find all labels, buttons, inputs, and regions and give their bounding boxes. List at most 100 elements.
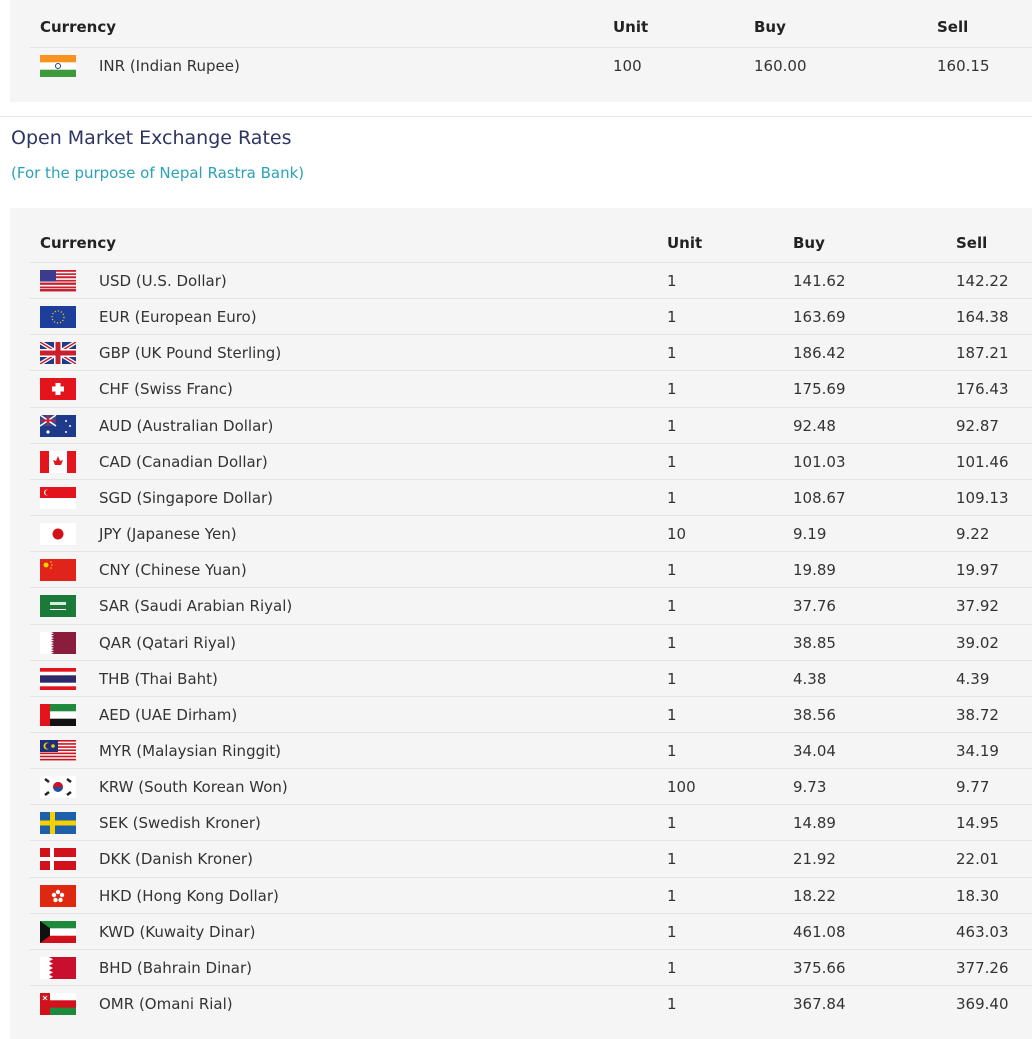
currency-name: EUR (European Euro) xyxy=(99,308,257,327)
table-row: CAD (Canadian Dollar) 1 101.03 101.46 xyxy=(30,442,1032,480)
buy-value: 141.62 xyxy=(793,272,846,290)
buy-value: 367.84 xyxy=(793,995,846,1013)
buy-value: 101.03 xyxy=(793,452,846,471)
buy-value: 108.67 xyxy=(793,488,846,507)
sell-value: 176.43 xyxy=(956,380,1009,399)
currency-name: SGD (Singapore Dollar) xyxy=(99,488,274,507)
currency-name: MYR (Malaysian Ringgit) xyxy=(99,741,282,760)
table-row: CHF (Swiss Franc) 1 175.69 176.43 xyxy=(30,370,1032,407)
unit-value: 1 xyxy=(667,814,677,833)
us-flag-icon xyxy=(40,270,76,292)
buy-value: 175.69 xyxy=(793,380,846,399)
table-row: MYR (Malaysian Ringgit) 1 34.04 34.19 xyxy=(30,731,1032,769)
page-subtitle: (For the purpose of Nepal Rastra Bank) xyxy=(11,164,305,182)
bh-flag-icon xyxy=(40,956,76,979)
my-flag-icon xyxy=(40,739,76,762)
table-row: SAR (Saudi Arabian Riyal) 1 37.76 37.92 xyxy=(30,587,1032,624)
currency-name: CHF (Swiss Franc) xyxy=(99,380,233,399)
currency-name: JPY (Japanese Yen) xyxy=(99,525,237,544)
header-buy: Buy xyxy=(754,18,786,36)
unit-value: 1 xyxy=(667,633,677,652)
table-row: SEK (Swedish Kroner) 1 14.89 14.95 xyxy=(30,804,1032,841)
sg-flag-icon xyxy=(40,486,76,509)
sa-flag-icon xyxy=(40,595,76,618)
section-divider xyxy=(0,116,1032,117)
table-row: INR (Indian Rupee) 100 160.00 160.15 xyxy=(30,47,1032,84)
unit-value: 1 xyxy=(667,416,677,435)
sell-value: 9.22 xyxy=(956,525,990,544)
unit-value: 1 xyxy=(667,922,677,941)
buy-value: 92.48 xyxy=(793,416,836,435)
sell-value: 463.03 xyxy=(956,922,1009,941)
india-flag-icon xyxy=(40,55,76,77)
sell-value: 369.40 xyxy=(956,995,1009,1013)
header-unit: Unit xyxy=(667,234,703,252)
table-row: OMR (Omani Rial) 1 367.84 369.40 xyxy=(30,985,1032,1022)
unit-value: 1 xyxy=(667,597,677,616)
buy-value: 14.89 xyxy=(793,814,836,833)
unit-value: 1 xyxy=(667,561,677,580)
dk-flag-icon xyxy=(40,848,76,871)
buy-value: 19.89 xyxy=(793,561,836,580)
table-row: THB (Thai Baht) 1 4.38 4.39 xyxy=(30,659,1032,697)
table-row: AUD (Australian Dollar) 1 92.48 92.87 xyxy=(30,406,1032,444)
open-market-rates-table: Currency Unit Buy Sell USD (U.S. Dollar)… xyxy=(10,208,1032,1039)
table-row: EUR (European Euro) 1 163.69 164.38 xyxy=(30,298,1032,335)
buy-value: 163.69 xyxy=(793,308,846,327)
table-row: QAR (Qatari Riyal) 1 38.85 39.02 xyxy=(30,623,1032,661)
sell-value: 377.26 xyxy=(956,958,1009,977)
currency-name: CNY (Chinese Yuan) xyxy=(99,561,247,580)
th-flag-icon xyxy=(40,667,76,690)
sell-value: 18.30 xyxy=(956,886,999,905)
buy-value: 375.66 xyxy=(793,958,846,977)
om-flag-icon xyxy=(40,993,76,1015)
au-flag-icon xyxy=(40,414,76,437)
unit-value: 1 xyxy=(667,958,677,977)
ch-flag-icon xyxy=(40,378,76,401)
se-flag-icon xyxy=(40,812,76,835)
gb-flag-icon xyxy=(40,342,76,365)
unit-value: 1 xyxy=(667,308,677,327)
currency-name: KRW (South Korean Won) xyxy=(99,778,288,797)
unit-value: 1 xyxy=(667,272,677,290)
currency-name: BHD (Bahrain Dinar) xyxy=(99,958,252,977)
ca-flag-icon xyxy=(40,450,76,473)
currency-name: AED (UAE Dirham) xyxy=(99,705,238,724)
currency-name: INR (Indian Rupee) xyxy=(99,57,240,75)
sell-value: 142.22 xyxy=(956,272,1009,290)
buy-value: 9.73 xyxy=(793,778,827,797)
buy-value: 34.04 xyxy=(793,741,836,760)
table-row: KWD (Kuwaity Dinar) 1 461.08 463.03 xyxy=(30,912,1032,950)
table-row: KRW (South Korean Won) 100 9.73 9.77 xyxy=(30,768,1032,805)
page-title: Open Market Exchange Rates xyxy=(11,127,292,149)
table-row: BHD (Bahrain Dinar) 1 375.66 377.26 xyxy=(30,948,1032,986)
currency-name: QAR (Qatari Riyal) xyxy=(99,633,236,652)
header-currency: Currency xyxy=(40,18,117,36)
table-row: USD (U.S. Dollar) 1 141.62 142.22 xyxy=(30,262,1032,299)
table-row: GBP (UK Pound Sterling) 1 186.42 187.21 xyxy=(30,334,1032,371)
unit-value: 1 xyxy=(667,344,677,363)
currency-name: USD (U.S. Dollar) xyxy=(99,272,227,290)
qa-flag-icon xyxy=(40,631,76,654)
currency-name: KWD (Kuwaity Dinar) xyxy=(99,922,256,941)
inr-rate-panel: Currency Unit Buy Sell INR (Indian Rupee… xyxy=(10,0,1032,102)
ae-flag-icon xyxy=(40,703,76,726)
header-sell: Sell xyxy=(956,234,988,252)
sell-value: 37.92 xyxy=(956,597,999,616)
unit-value: 1 xyxy=(667,995,677,1013)
currency-name: AUD (Australian Dollar) xyxy=(99,416,274,435)
table-row: HKD (Hong Kong Dollar) 1 18.22 18.30 xyxy=(30,876,1032,914)
currency-name: CAD (Canadian Dollar) xyxy=(99,452,268,471)
unit-value: 1 xyxy=(667,741,677,760)
buy-value: 37.76 xyxy=(793,597,836,616)
hk-flag-icon xyxy=(40,884,76,907)
table-row: JPY (Japanese Yen) 10 9.19 9.22 xyxy=(30,515,1032,552)
cn-flag-icon xyxy=(40,559,76,582)
currency-name: GBP (UK Pound Sterling) xyxy=(99,344,282,363)
unit-value: 100 xyxy=(613,57,642,75)
header-currency: Currency xyxy=(40,234,117,252)
unit-value: 1 xyxy=(667,886,677,905)
buy-value: 160.00 xyxy=(754,57,807,75)
sell-value: 39.02 xyxy=(956,633,999,652)
buy-value: 38.85 xyxy=(793,633,836,652)
